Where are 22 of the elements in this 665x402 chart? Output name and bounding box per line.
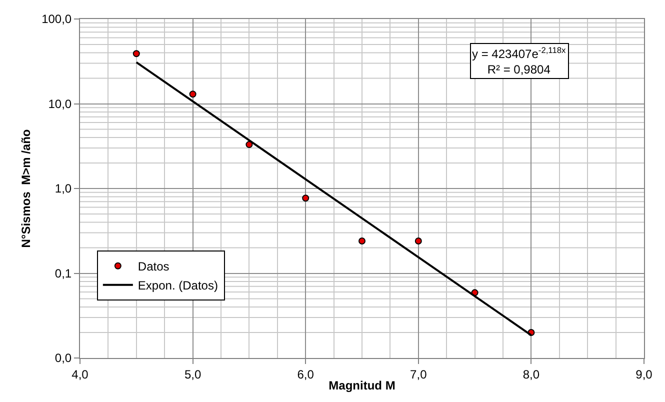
legend-label: Datos — [138, 260, 170, 274]
point — [132, 50, 140, 58]
point — [189, 90, 196, 98]
y-tick-label: 0,1 — [54, 266, 72, 280]
x-tick-label: 6,0 — [297, 367, 314, 382]
legend-label: Expon. (Datos) — [138, 278, 218, 293]
y-tick-label: 10,0 — [48, 96, 72, 111]
point — [246, 141, 253, 148]
y-tick-label: 0,0 — [54, 351, 72, 366]
point — [302, 194, 310, 202]
x-tick-label: 5,0 — [184, 367, 202, 382]
annotation: y = 423407e$^{-2,118x}$ R² = 0,9804 — [472, 45, 567, 77]
point — [358, 238, 366, 245]
x-tick-label: 8,0 — [522, 367, 540, 382]
y-axis-title: N°Sismos M>m /año — [18, 129, 33, 248]
x-tick-label: 7,0 — [410, 367, 428, 382]
y-tick-label: 1,0 — [54, 182, 72, 196]
point — [414, 238, 422, 245]
x-axis-title: Magnitud M — [328, 378, 396, 392]
x-tick-label: 9,0 — [636, 367, 653, 382]
y-tick-label: 100,0 — [42, 12, 72, 26]
x-tick-label: 4,0 — [72, 367, 89, 382]
